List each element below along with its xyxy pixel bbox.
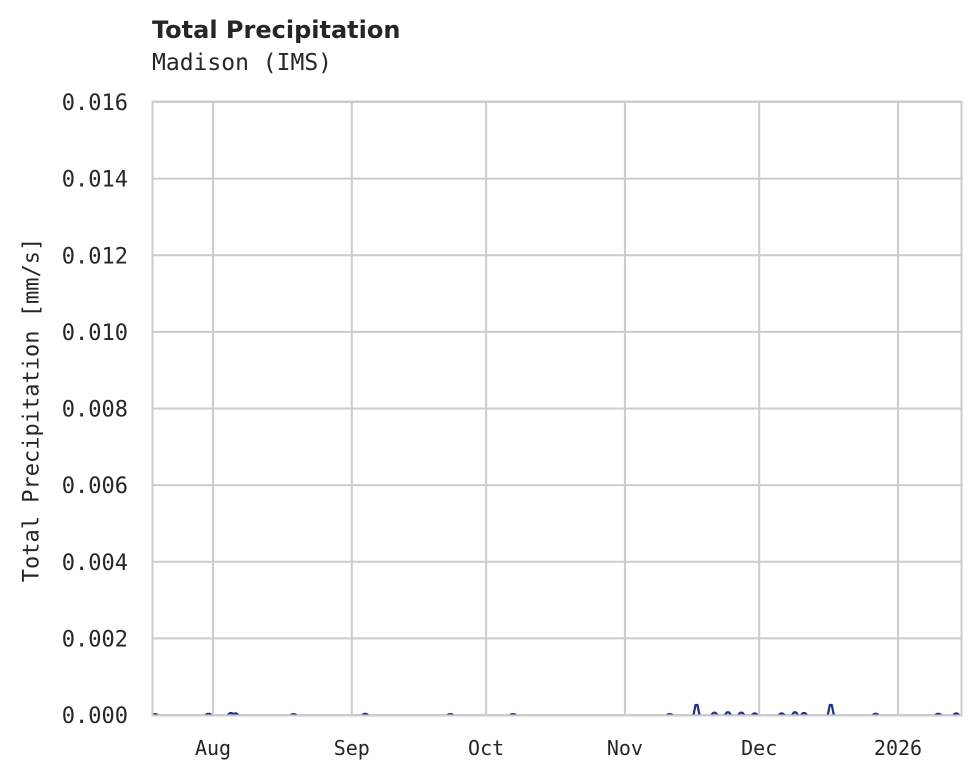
y-tick-label: 0.006	[62, 474, 128, 499]
gridlines	[152, 101, 961, 716]
y-tick-label: 0.008	[62, 398, 128, 423]
y-tick-label: 0.014	[62, 168, 128, 193]
x-tick-label: Oct	[468, 736, 504, 760]
x-tick-label: 2026	[874, 736, 922, 760]
y-tick-label: 0.010	[62, 321, 128, 346]
y-tick-label: 0.000	[62, 704, 128, 729]
chart-title: Total Precipitation	[152, 16, 401, 44]
x-tick-label: Aug	[195, 736, 231, 760]
y-axis-ticks: 0.000 0.002 0.004 0.006 0.008 0.010 0.012 0.014…	[62, 91, 128, 729]
x-tick-label: Dec	[741, 736, 777, 760]
precipitation-line	[151, 703, 960, 717]
y-tick-label: 0.004	[62, 551, 128, 576]
y-tick-label: 0.002	[62, 627, 128, 652]
x-tick-label: Sep	[334, 736, 370, 760]
chart-subtitle: Madison (IMS)	[152, 50, 333, 76]
x-axis-ticks: Aug Sep Oct Nov Dec 2026	[195, 736, 922, 760]
x-tick-label: Nov	[607, 736, 643, 760]
y-tick-label: 0.016	[62, 91, 128, 116]
plot-frame	[151, 100, 963, 717]
y-tick-label: 0.012	[62, 244, 128, 269]
